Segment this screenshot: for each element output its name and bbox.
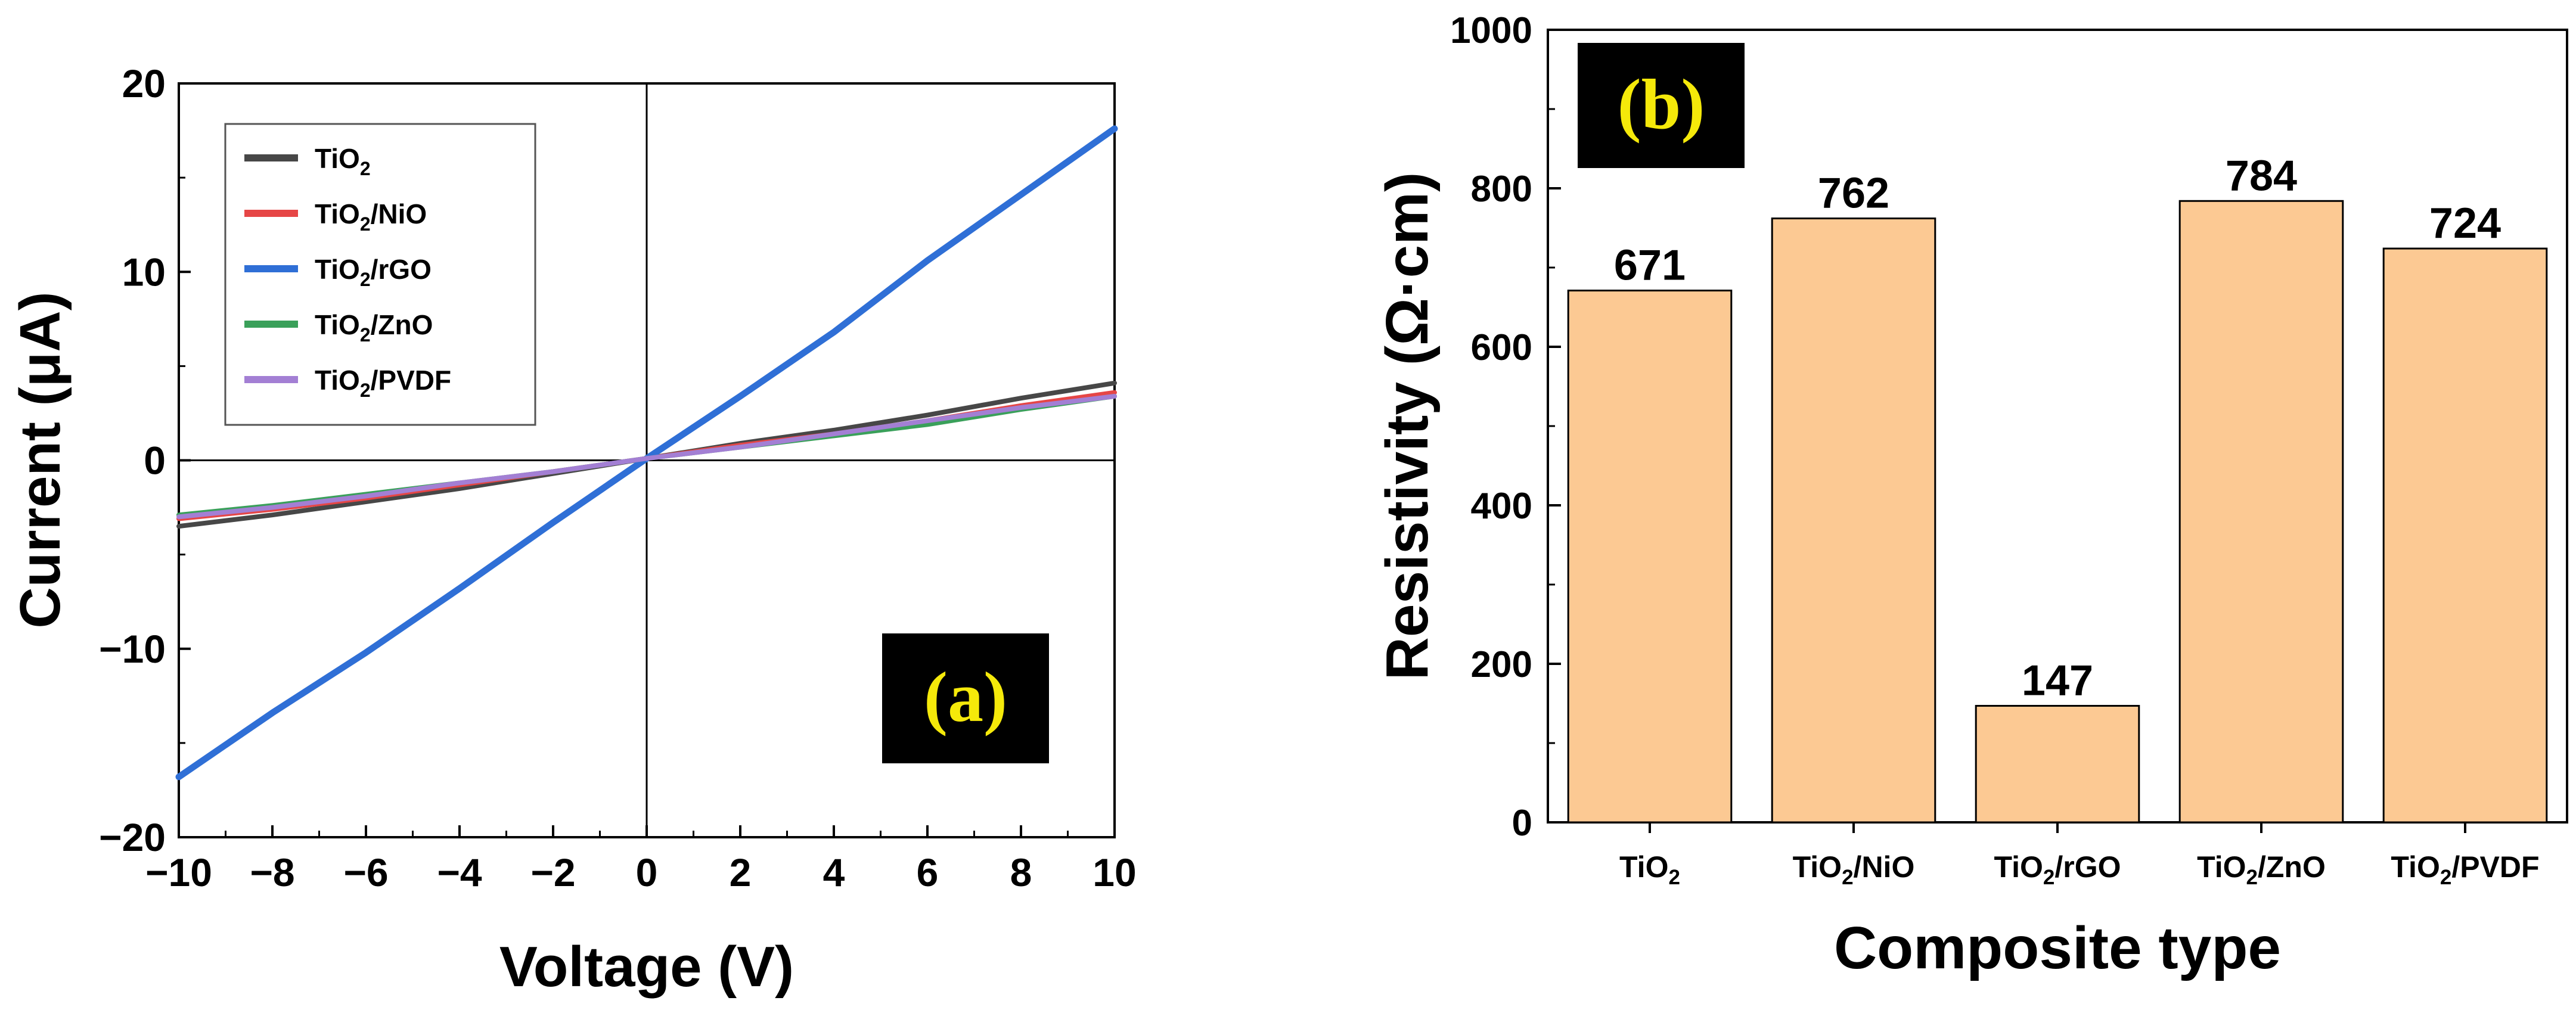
iv-x-tick-label: 4 — [823, 850, 845, 894]
iv-y-tick-label: −10 — [99, 627, 166, 671]
iv-legend: TiO2 TiO2/NiO TiO2/rGO TiO2/ZnO TiO2/PVD… — [224, 123, 536, 426]
iv-x-tick-label: −4 — [437, 850, 482, 894]
bar-category-label: TiO2 — [1619, 850, 1680, 889]
bar-category-label: TiO2/PVDF — [2391, 850, 2539, 889]
iv-x-tick-label: −6 — [343, 850, 388, 894]
legend-item-tio2-pvdf: TiO2/PVDF — [244, 365, 451, 401]
bar-ticks: 0 200 400 600 800 1000 — [1450, 10, 1561, 844]
bar — [1975, 704, 2140, 824]
bar-value-label: 762 — [1818, 170, 1889, 217]
iv-y-tick-label: −20 — [99, 815, 166, 859]
iv-y-tick-label: 20 — [122, 61, 166, 105]
iv-legend-box — [224, 123, 536, 426]
iv-y-tick-label: 0 — [144, 439, 166, 483]
legend-item-tio2-nio: TiO2/NiO — [244, 198, 427, 235]
legend-label-tio2-zno: TiO2/ZnO — [315, 309, 433, 346]
bar-y-tick-label: 400 — [1471, 486, 1532, 527]
iv-y-tick-label: 10 — [122, 250, 166, 294]
legend-item-tio2: TiO2 — [244, 143, 371, 179]
legend-label-tio2-nio: TiO2/NiO — [315, 198, 427, 235]
bar — [1771, 217, 1936, 824]
panel-label-a-text: (a) — [924, 657, 1007, 737]
iv-x-tick-label: 2 — [730, 850, 752, 894]
bar-value-label: 724 — [2429, 200, 2501, 247]
bar-y-tick-label: 1000 — [1450, 10, 1532, 51]
iv-x-tick-label: 10 — [1093, 850, 1136, 894]
bar-value-label: 671 — [1614, 242, 1686, 290]
iv-x-axis-title: Voltage (V) — [499, 935, 794, 999]
bar-bars: 671 TiO2 762 TiO2/NiO 147 TiO2/rGO 784 TiO2/ZnO… — [1567, 152, 2548, 889]
bar-value-label: 147 — [2022, 657, 2093, 704]
bar-y-tick-label: 800 — [1471, 169, 1532, 210]
legend-label-tio2-rgo: TiO2/rGO — [315, 254, 432, 290]
iv-x-tick-label: 6 — [917, 850, 939, 894]
bar — [2178, 200, 2344, 824]
legend-label-tio2-pvdf: TiO2/PVDF — [315, 365, 451, 401]
bar-y-tick-label: 0 — [1512, 803, 1532, 844]
bar-category-label: TiO2/ZnO — [2197, 850, 2326, 889]
iv-x-tick-label: 8 — [1010, 850, 1032, 894]
bar — [1567, 290, 1733, 824]
bar-value-label: 784 — [2226, 152, 2297, 200]
bar-y-tick-label: 200 — [1471, 644, 1532, 685]
iv-lines — [175, 125, 1118, 781]
legend-item-tio2-zno: TiO2/ZnO — [244, 309, 433, 346]
bar-category-label: TiO2/NiO — [1793, 850, 1915, 889]
panel-label-b: (b) — [1578, 43, 1745, 168]
bar-x-axis-title: Composite type — [1834, 915, 2281, 981]
iv-x-tick-label: 0 — [636, 850, 658, 894]
panel-label-a: (a) — [882, 633, 1049, 763]
panel-label-a-bg — [882, 633, 1049, 763]
iv-y-axis-title: Current (μA) — [8, 291, 72, 628]
panel-label-b-bg — [1578, 43, 1745, 168]
legend-label-tio2: TiO2 — [315, 143, 371, 179]
iv-x-tick-label: −2 — [530, 850, 575, 894]
panel-label-b-text: (b) — [1618, 64, 1705, 144]
bar — [2382, 247, 2548, 824]
bar-category-label: TiO2/rGO — [1994, 850, 2121, 889]
resistivity-chart: 0 200 400 600 800 1000 671 TiO2 762 TiO2/NiO 147 T… — [1374, 10, 2568, 981]
iv-series-line-tio2-pvdf — [176, 393, 1117, 520]
bar-y-axis-title: Resistivity (Ω·cm) — [1374, 172, 1441, 680]
bar-y-tick-label: 600 — [1471, 327, 1532, 368]
iv-x-tick-label: −10 — [145, 850, 212, 894]
iv-x-tick-label: −8 — [250, 850, 294, 894]
legend-item-tio2-rgo: TiO2/rGO — [244, 254, 432, 290]
